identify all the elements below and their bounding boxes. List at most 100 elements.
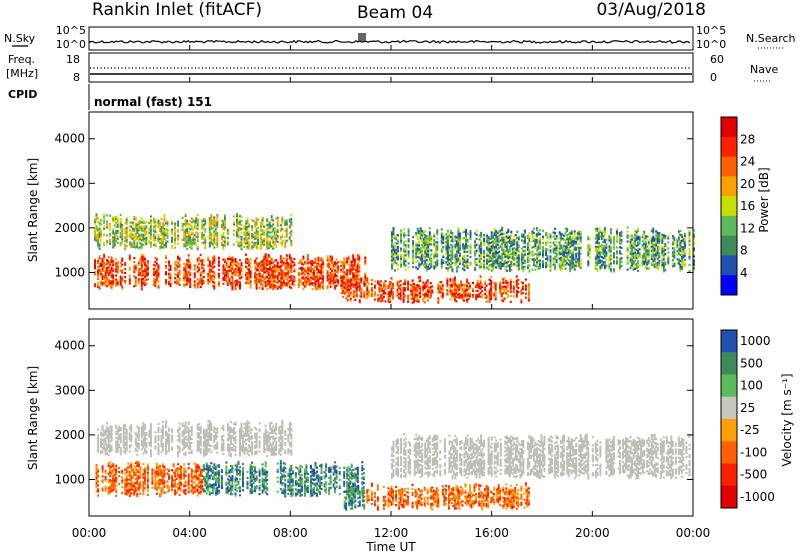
power-cell xyxy=(667,235,670,238)
power-cell xyxy=(407,244,410,247)
power-cell xyxy=(570,252,573,255)
power-cell xyxy=(466,244,469,247)
power-cell xyxy=(109,283,112,286)
power-cell xyxy=(311,284,314,287)
power-cell xyxy=(451,270,454,273)
power-cell xyxy=(392,295,394,298)
power-cell xyxy=(217,264,220,267)
power-cell xyxy=(178,273,181,276)
power-cell xyxy=(655,262,658,265)
power-cell xyxy=(661,241,664,244)
power-cell xyxy=(202,275,205,278)
power-cell xyxy=(514,233,517,237)
power-cell xyxy=(469,285,471,288)
power-cell xyxy=(446,277,449,280)
power-cell xyxy=(510,234,513,237)
power-cell xyxy=(139,260,142,263)
power-cell xyxy=(481,284,484,287)
power-cell xyxy=(195,221,198,224)
power-cell xyxy=(193,282,196,285)
power-cell xyxy=(597,235,600,238)
power-cell xyxy=(189,236,192,239)
power-cell xyxy=(650,243,653,246)
power-cell xyxy=(682,246,685,249)
power-cell xyxy=(523,259,526,262)
power-cell xyxy=(346,285,349,288)
power-cell xyxy=(578,247,581,250)
power-cell xyxy=(97,233,100,236)
power-cell xyxy=(119,228,122,231)
power-cell xyxy=(166,228,169,231)
power-cell xyxy=(415,254,418,257)
power-cell xyxy=(475,286,478,289)
power-cell xyxy=(260,275,263,278)
power-cell xyxy=(231,260,234,263)
power-cell xyxy=(504,251,507,254)
power-cell xyxy=(545,233,547,236)
power-cell xyxy=(285,239,288,242)
power-cell xyxy=(139,272,142,275)
power-cell xyxy=(667,259,670,262)
power-cell xyxy=(316,288,318,291)
power-cell xyxy=(269,231,272,234)
power-cell xyxy=(418,256,421,259)
power-cell xyxy=(521,283,524,286)
power-cell xyxy=(157,221,160,224)
power-cell xyxy=(449,288,452,291)
power-cell xyxy=(661,235,664,238)
power-cell xyxy=(594,237,597,240)
power-cell xyxy=(579,264,582,267)
power-cell xyxy=(358,268,361,271)
power-cell xyxy=(680,233,683,236)
power-cell xyxy=(502,238,505,241)
power-cell xyxy=(140,274,143,277)
power-cell xyxy=(389,284,391,287)
power-cell xyxy=(496,235,499,238)
power-cell xyxy=(643,238,646,241)
power-cell xyxy=(500,295,503,298)
power-cell xyxy=(263,257,266,260)
power-cell xyxy=(475,247,478,250)
power-cell xyxy=(501,234,504,237)
power-cell xyxy=(596,233,599,237)
power-cell xyxy=(616,238,618,241)
power-cell xyxy=(282,257,285,260)
power-cell xyxy=(506,293,509,296)
power-cell xyxy=(349,293,352,296)
power-cell xyxy=(263,265,266,268)
power-cell xyxy=(115,280,118,283)
power-cell xyxy=(460,292,462,295)
power-cell xyxy=(428,239,431,242)
power-cell xyxy=(506,295,509,298)
power-cell xyxy=(465,260,467,264)
power-cell xyxy=(440,232,443,235)
power-cell xyxy=(560,244,563,247)
power-cell xyxy=(602,241,605,244)
nave-tick-top: 60 xyxy=(710,53,724,66)
power-cell xyxy=(650,247,653,250)
power-cell xyxy=(446,279,449,282)
power-cell xyxy=(196,270,199,273)
power-cell xyxy=(459,236,461,239)
power-cell xyxy=(207,278,210,281)
power-cell xyxy=(641,234,644,237)
power-cell xyxy=(311,282,314,285)
power-cell xyxy=(346,261,349,264)
power-cell xyxy=(619,260,621,263)
power-cell xyxy=(441,294,444,297)
power-cell xyxy=(511,243,514,246)
power-cell xyxy=(251,225,254,228)
power-cell xyxy=(490,247,493,250)
power-cell xyxy=(404,287,407,290)
power-cell xyxy=(249,258,252,261)
power-cell xyxy=(184,269,187,272)
power-cell xyxy=(174,238,177,241)
power-cell xyxy=(162,238,164,241)
power-cell xyxy=(236,224,238,227)
power-cell xyxy=(667,257,670,260)
power-cell xyxy=(454,237,457,240)
power-cell xyxy=(662,234,665,237)
power-cell xyxy=(134,238,137,241)
power-cell xyxy=(505,253,508,256)
power-cell xyxy=(567,259,570,262)
